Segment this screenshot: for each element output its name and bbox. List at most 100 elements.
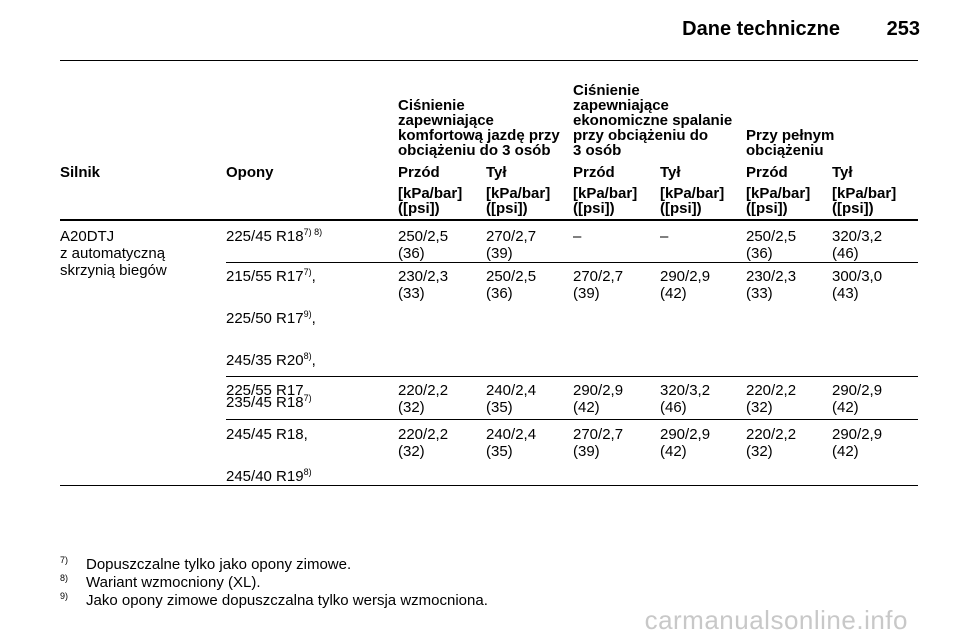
footnote-ref: 8): [303, 351, 312, 361]
pressure-value: 270/2,7: [573, 268, 624, 285]
tyre-size: 225/55 R17: [226, 382, 304, 399]
tyre-size-text: 245/35 R20: [226, 352, 304, 369]
group-header-line: przy obciążeniu do: [573, 127, 709, 144]
tyre-size-separator: ,: [311, 268, 316, 285]
tyre-size-text: 245/45 R18: [226, 426, 304, 443]
group-header-line: Ciśnienie: [573, 82, 640, 99]
unit-label-line: [kPa/bar]: [746, 185, 811, 202]
tyre-size-separator: ,: [311, 310, 316, 327]
pressure-value: 270/2,7: [486, 228, 537, 245]
group-header-line: 3 osób: [573, 142, 622, 159]
unit-label-line: [kPa/bar]: [398, 185, 463, 202]
pressure-value: (42): [832, 443, 859, 460]
unit-label-line: ([psi]): [573, 200, 615, 217]
pressure-value: 290/2,9: [832, 382, 883, 399]
pressure-value: 220/2,2: [398, 426, 449, 443]
pressure-value: (36): [746, 245, 773, 262]
tyre-size: 245/35 R208),: [226, 351, 316, 370]
pressure-value: (33): [746, 285, 773, 302]
group-header-line: zapewniające: [573, 97, 669, 114]
pressure-value: 220/2,2: [746, 426, 797, 443]
pressure-value: 320/3,2: [832, 228, 883, 245]
tyre-size-text: 225/55 R17: [226, 382, 304, 399]
pressure-value: 290/2,9: [660, 426, 711, 443]
pressure-value: 270/2,7: [573, 426, 624, 443]
unit-label: [kPa/bar] ([psi]): [832, 186, 896, 216]
pressure-value: 230/2,3: [746, 268, 797, 285]
pressure-value: 290/2,9: [573, 382, 624, 399]
tyre-size-text: 225/45 R18: [226, 228, 304, 245]
tyre-size-text: 235/45 R18: [226, 394, 304, 411]
tyre-size: 245/45 R18,: [226, 426, 308, 443]
header-rule: [60, 60, 918, 61]
footnote: 9) Jako opony zimowe dopuszczalna tylko w…: [60, 591, 488, 610]
engine-label: z automatyczną: [60, 245, 166, 262]
tyre-size-separator: ,: [303, 426, 308, 443]
unit-label-line: [kPa/bar]: [832, 185, 897, 202]
pressure-value: (39): [573, 443, 600, 460]
pressure-value: 240/2,4: [486, 426, 537, 443]
column-header: Silnik: [60, 164, 101, 181]
unit-label-line: ([psi]): [486, 200, 528, 217]
group-header-line: zapewniające: [398, 112, 494, 129]
footnote-text: Jako opony zimowe dopuszczalna tylko wer…: [86, 592, 488, 609]
group-header-line: Ciśnienie: [398, 97, 465, 114]
pressure-value: 290/2,9: [660, 268, 711, 285]
engine-label: skrzynią biegów: [60, 262, 167, 279]
column-header: Przód: [573, 164, 615, 181]
unit-label: [kPa/bar] ([psi]): [573, 186, 637, 216]
group-header: Przy pełnym obciążeniu: [746, 128, 834, 158]
row-rule: [226, 419, 918, 420]
column-header: Przód: [398, 164, 440, 181]
group-header: Ciśnienie zapewniające komfortową jazdę pr…: [398, 98, 560, 158]
footnote-ref: 7) 8): [303, 227, 323, 237]
tyre-size: 215/55 R177),: [226, 267, 316, 286]
pressure-value: –: [660, 228, 669, 245]
unit-label-line: [kPa/bar]: [486, 185, 551, 202]
pressure-value: 250/2,5: [398, 228, 449, 245]
footnote-ref: 9): [303, 309, 312, 319]
pressure-value: (42): [660, 443, 687, 460]
tyre-size-text: 215/55 R17: [226, 268, 304, 285]
pressure-value: 300/3,0: [832, 268, 883, 285]
pressure-value: (32): [398, 443, 425, 460]
row-rule: [226, 262, 918, 263]
tyre-size-text: 225/50 R17: [226, 310, 304, 327]
unit-label: [kPa/bar] ([psi]): [746, 186, 810, 216]
column-header: Tył: [486, 164, 507, 181]
pressure-value: (42): [660, 285, 687, 302]
pressure-value: (36): [398, 245, 425, 262]
page-number: 253: [886, 18, 920, 40]
unit-label-line: ([psi]): [660, 200, 702, 217]
unit-label-line: ([psi]): [832, 200, 874, 217]
footnote-text: Wariant wzmocniony (XL).: [86, 574, 261, 591]
watermark: carmanualsonline.info: [644, 605, 908, 635]
pressure-value: (32): [398, 399, 425, 416]
footnote-text: Dopuszczalne tylko jako opony zimowe.: [86, 556, 352, 573]
footnote-ref: 8): [303, 467, 312, 477]
pressure-value: 220/2,2: [398, 382, 449, 399]
pressure-value: (42): [573, 399, 600, 416]
footnote-ref: 7): [303, 267, 312, 277]
pressure-value: 320/3,2: [660, 382, 711, 399]
pressure-value: (39): [573, 285, 600, 302]
pressure-value: 240/2,4: [486, 382, 537, 399]
column-header: Przód: [746, 164, 788, 181]
table-header-rule: [60, 219, 918, 221]
pressure-value: (32): [746, 443, 773, 460]
pressure-value: (35): [486, 399, 513, 416]
group-header-line: komfortową jazdę przy: [398, 127, 560, 144]
footnote: 7) Dopuszczalne tylko jako opony zimowe.: [60, 555, 352, 574]
footnote: 8) Wariant wzmocniony (XL).: [60, 573, 261, 592]
pressure-value: (33): [398, 285, 425, 302]
unit-label: [kPa/bar] ([psi]): [660, 186, 724, 216]
page-title: Dane techniczne: [682, 18, 840, 40]
unit-label-line: ([psi]): [746, 200, 788, 217]
group-header-line: ekonomiczne spalanie: [573, 112, 733, 129]
pressure-value: (32): [746, 399, 773, 416]
row-rule: [60, 485, 918, 486]
unit-label-line: [kPa/bar]: [660, 185, 725, 202]
pressure-value: 220/2,2: [746, 382, 797, 399]
tyre-size: 245/40 R198): [226, 467, 312, 486]
unit-label: [kPa/bar] ([psi]): [398, 186, 462, 216]
